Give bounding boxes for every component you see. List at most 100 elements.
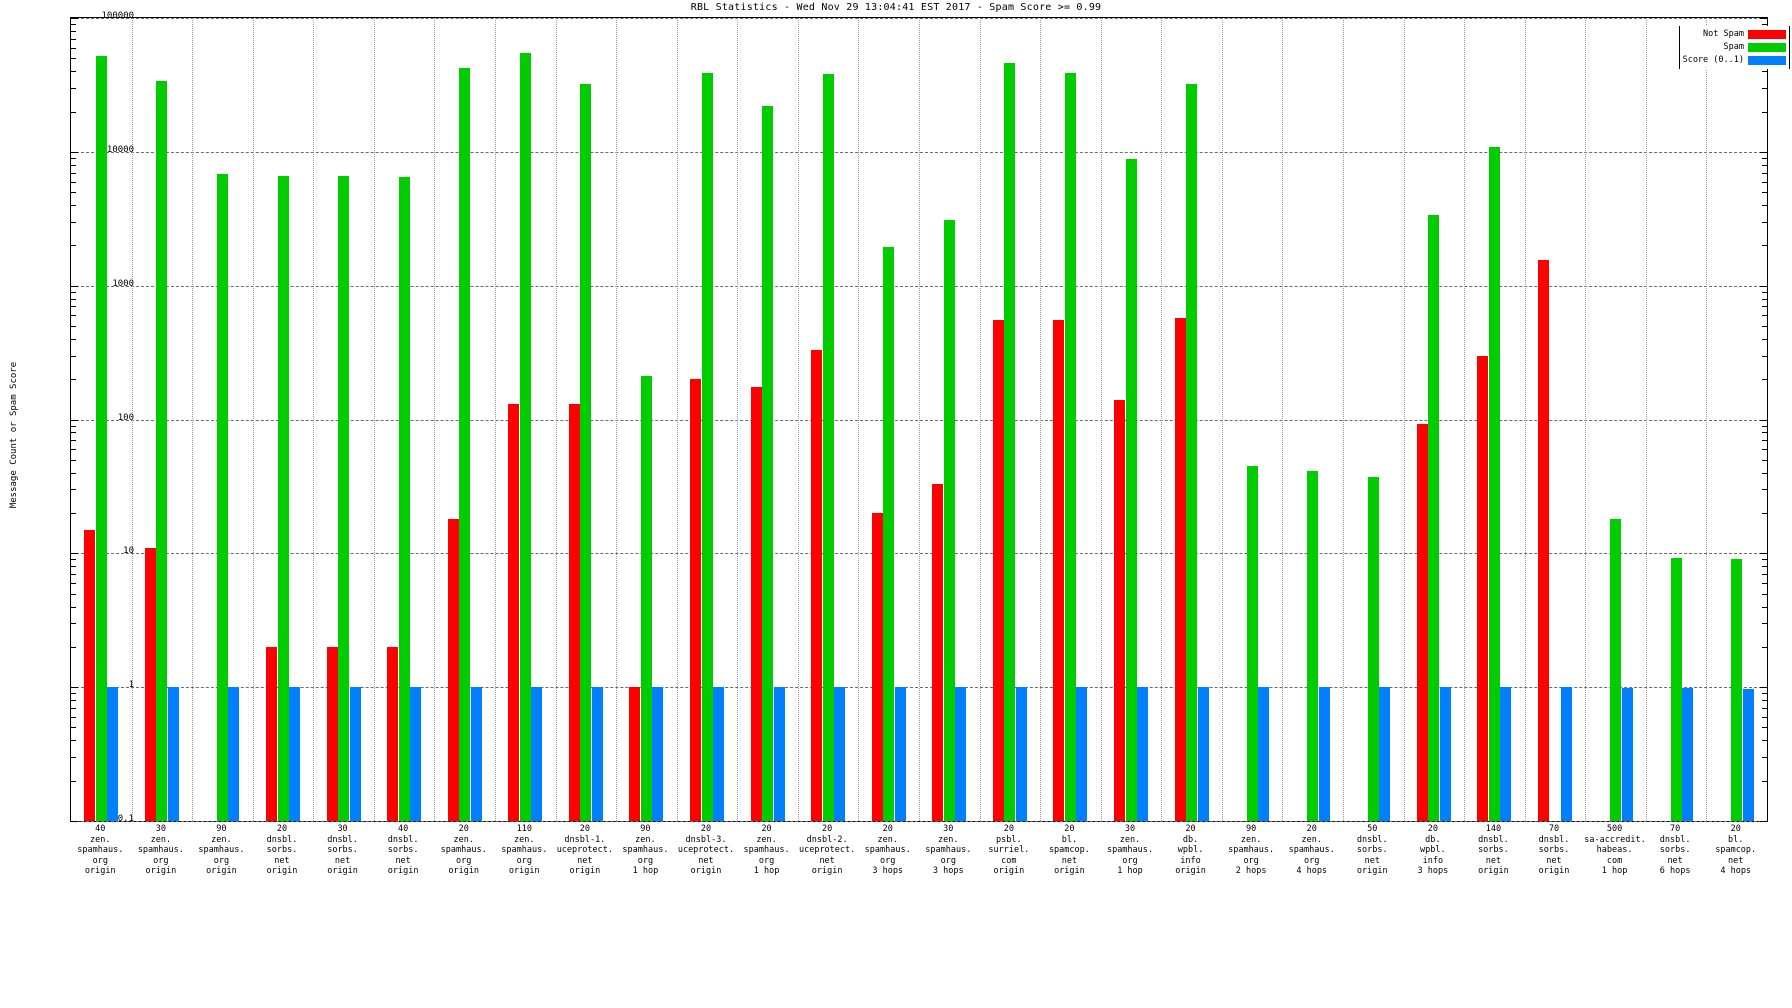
bar-notspam bbox=[1114, 399, 1125, 821]
gridline-vertical bbox=[797, 18, 799, 821]
x-label-count: 20 bbox=[1003, 824, 1014, 834]
x-label-host: org bbox=[1122, 855, 1138, 866]
y-tick-label: 10000 bbox=[106, 144, 134, 155]
x-axis-label: 140 dnsbl. sorbs. net origin bbox=[1463, 824, 1524, 877]
bar-group bbox=[629, 18, 664, 821]
bar-score bbox=[410, 687, 422, 821]
x-label-count: 90 bbox=[640, 824, 651, 834]
bar-spam bbox=[1186, 84, 1198, 821]
x-label-host: net bbox=[274, 855, 290, 866]
bar-group bbox=[447, 18, 482, 821]
bar-notspam bbox=[1477, 355, 1489, 821]
x-label-count: 20 bbox=[1730, 824, 1741, 834]
x-label-host: spamhaus. bbox=[501, 845, 548, 855]
x-label-host: org bbox=[940, 855, 956, 866]
x-label-scope: 1 hop bbox=[632, 866, 659, 876]
bar-spam bbox=[1610, 519, 1622, 821]
y-tick-mark bbox=[71, 291, 76, 293]
bar-spam bbox=[1670, 557, 1682, 821]
y-axis-title: Message Count or Spam Score bbox=[9, 361, 19, 509]
gridline-vertical bbox=[313, 18, 315, 821]
x-axis-label: 40 zen. spamhaus. org origin bbox=[70, 824, 131, 877]
x-label-host: bl. bbox=[1728, 834, 1744, 845]
x-label-host: net bbox=[334, 855, 351, 866]
x-label-scope: 1 hop bbox=[753, 866, 780, 876]
x-label-host: zen. bbox=[90, 834, 111, 845]
x-label-scope: origin bbox=[1356, 866, 1388, 876]
x-label-count: 30 bbox=[337, 824, 348, 834]
x-label-scope: 4 hops bbox=[1720, 866, 1752, 876]
x-label-scope: origin bbox=[690, 866, 722, 876]
x-label-host: spamhaus. bbox=[925, 845, 972, 855]
x-axis-label: 20 db. wpbl. info 3 hops bbox=[1403, 824, 1464, 877]
x-axis-label: 30 zen. spamhaus. org 1 hop bbox=[1100, 824, 1161, 877]
y-tick-mark bbox=[71, 623, 76, 625]
x-label-host: net bbox=[1546, 855, 1562, 866]
x-label-count: 20 bbox=[1185, 824, 1196, 834]
x-label-host: uceprotect. bbox=[556, 845, 613, 855]
bar-group bbox=[326, 18, 361, 821]
x-label-scope: origin bbox=[1538, 866, 1570, 876]
y-tick-mark bbox=[71, 780, 76, 782]
y-tick-mark bbox=[71, 164, 76, 166]
y-tick-mark bbox=[71, 111, 76, 113]
x-label-host: spamhaus. bbox=[1288, 845, 1335, 855]
y-tick-mark bbox=[1762, 157, 1767, 159]
legend-frame-right bbox=[1789, 26, 1790, 69]
bar-group bbox=[1114, 18, 1148, 821]
y-tick-mark bbox=[1762, 298, 1767, 300]
x-axis-label: 20 db. wpbl. info origin bbox=[1160, 824, 1221, 877]
bar-group bbox=[1538, 18, 1572, 821]
x-label-scope: 3 hops bbox=[872, 866, 904, 876]
x-label-count: 90 bbox=[1246, 824, 1257, 834]
x-axis-label: 70 dnsbl. sorbs. net 6 hops bbox=[1645, 824, 1706, 877]
y-tick-mark bbox=[1760, 18, 1767, 19]
x-label-host: org bbox=[758, 855, 775, 866]
bar-group bbox=[1720, 18, 1754, 821]
x-axis-label: 70 dnsbl. sorbs. net origin bbox=[1524, 824, 1585, 877]
bar-group bbox=[750, 18, 785, 821]
y-tick-mark bbox=[71, 245, 76, 247]
bar-spam bbox=[95, 56, 107, 821]
y-tick-mark bbox=[71, 315, 76, 317]
x-label-count: 20 bbox=[1427, 824, 1438, 834]
y-tick-mark bbox=[1762, 449, 1767, 451]
chart-title: RBL Statistics - Wed Nov 29 13:04:41 EST… bbox=[690, 2, 1102, 13]
x-label-scope: origin bbox=[145, 866, 177, 876]
x-label-host: db. bbox=[1425, 834, 1441, 845]
bar-group bbox=[387, 18, 422, 821]
x-label-scope: 4 hops bbox=[1296, 866, 1328, 876]
y-tick-mark bbox=[71, 58, 76, 60]
x-label-scope: origin bbox=[448, 866, 480, 876]
bar-spam bbox=[1125, 159, 1137, 821]
x-label-host: zen. bbox=[938, 834, 959, 845]
bar-spam bbox=[580, 84, 592, 821]
bar-notspam bbox=[690, 379, 701, 821]
bar-score bbox=[894, 687, 906, 821]
y-tick-mark bbox=[71, 355, 76, 357]
gridline-vertical bbox=[858, 18, 860, 821]
x-label-count: 90 bbox=[216, 824, 227, 834]
x-label-scope: origin bbox=[508, 866, 540, 876]
y-tick-mark bbox=[71, 740, 76, 742]
y-tick-mark bbox=[1762, 245, 1767, 247]
x-label-host: wpbl. bbox=[1177, 845, 1204, 855]
x-label-scope: origin bbox=[387, 866, 419, 876]
y-tick-mark bbox=[1760, 419, 1767, 421]
x-axis-label: 30 dnsbl. sorbs. net origin bbox=[312, 824, 373, 877]
y-tick-mark bbox=[1762, 780, 1767, 782]
legend-item-score: Score (0..1) bbox=[1683, 54, 1786, 66]
y-tick-mark bbox=[1762, 315, 1767, 317]
gridline-vertical bbox=[495, 18, 496, 821]
y-tick-mark bbox=[71, 459, 76, 461]
y-tick-mark bbox=[71, 566, 76, 568]
y-tick-mark bbox=[1762, 425, 1767, 427]
bar-spam bbox=[1004, 63, 1016, 821]
bar-notspam bbox=[447, 519, 459, 821]
y-tick-mark bbox=[1762, 623, 1767, 625]
y-tick-mark bbox=[71, 513, 76, 515]
x-label-count: 500 bbox=[1606, 824, 1623, 834]
x-label-scope: origin bbox=[811, 866, 843, 876]
bar-group bbox=[1296, 18, 1330, 821]
bar-group bbox=[144, 18, 179, 821]
